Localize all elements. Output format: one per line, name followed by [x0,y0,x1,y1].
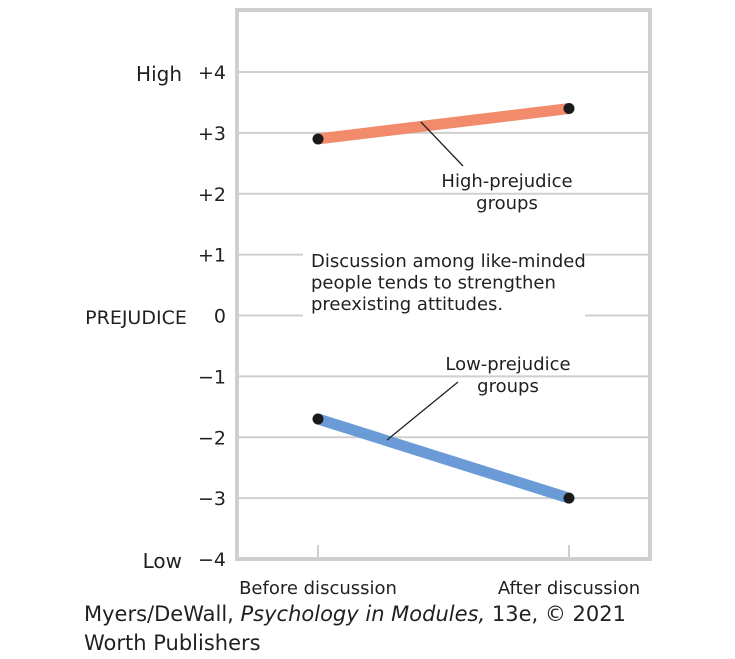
y-tick-label: +4 [198,62,226,84]
credit-edition: 13e, © 2021 [485,602,626,626]
x-tick-label: After discussion [498,578,640,599]
source-credit: Myers/DeWall, Psychology in Modules, 13e… [84,600,644,658]
high-prejudice-label: groups [476,193,538,214]
y-tick-label: 0 [214,306,226,328]
low-label-leader [386,381,459,441]
x-tick-label: Before discussion [239,578,397,599]
discussion-note: Discussion among like-minded [311,251,586,272]
prejudice-line-chart: +4 +3 +2 +1 0 −1 −2 −3 −4 High Low PREJUDICE Before … [85,8,652,599]
y-tick-label: −3 [198,488,226,510]
discussion-note: people tends to strengthen [311,273,556,294]
y-tick-label: +1 [198,245,226,267]
low-prejudice-label: Low-prejudice [445,354,570,375]
series-line [316,413,571,504]
data-point [312,133,324,145]
series-line [317,103,570,145]
y-tick-label: −2 [198,427,226,449]
data-point [563,103,575,115]
plot-frame [235,8,652,561]
credit-publisher: Worth Publishers [84,631,261,655]
y-tick-label: −4 [198,549,226,571]
y-axis-label: PREJUDICE [85,307,187,329]
data-point [312,413,324,425]
low-prejudice-label: groups [477,376,539,397]
credit-book-title: Psychology in Modules, [240,602,486,626]
discussion-note: preexisting attitudes. [311,294,503,315]
y-tick-label: +2 [198,184,226,206]
note-background [303,240,585,333]
y-extreme-high: High [136,62,182,86]
high-prejudice-label: High-prejudice [441,171,572,192]
y-tick-label: +3 [198,123,226,145]
y-tick-label: −1 [198,366,226,388]
high-label-leader [420,121,464,167]
y-extreme-low: Low [143,549,182,573]
credit-authors: Myers/DeWall, [84,602,241,626]
data-point [563,492,575,504]
